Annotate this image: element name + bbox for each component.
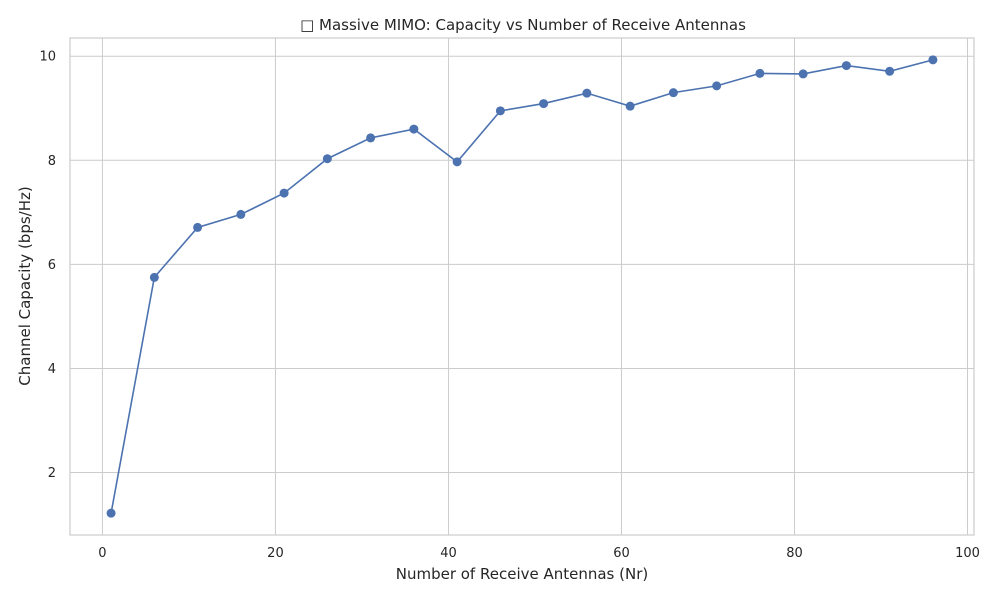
x-axis-label: Number of Receive Antennas (Nr)	[396, 565, 649, 583]
series-line	[110, 59, 934, 514]
data-point	[841, 61, 851, 71]
y-tick-label: 6	[48, 258, 56, 273]
series-layer	[106, 55, 938, 518]
data-point	[409, 124, 419, 134]
data-point	[322, 154, 332, 164]
y-tick-label: 8	[48, 154, 56, 169]
data-point	[193, 222, 203, 232]
y-axis-label: Channel Capacity (bps/Hz)	[16, 186, 34, 385]
chart-title: □ Massive MIMO: Capacity vs Number of Re…	[300, 16, 746, 34]
data-point	[885, 66, 895, 76]
y-tick-label: 2	[48, 466, 56, 481]
x-tick-label: 20	[267, 546, 284, 561]
data-point	[236, 209, 246, 219]
data-point	[712, 81, 722, 91]
y-tick-label: 10	[39, 50, 56, 65]
data-point	[755, 68, 765, 78]
x-tick-label: 100	[955, 546, 980, 561]
data-point	[798, 69, 808, 79]
data-point	[495, 106, 505, 116]
data-point	[539, 99, 549, 109]
x-tick-label: 60	[613, 546, 630, 561]
x-tick-label: 40	[440, 546, 457, 561]
data-point	[106, 508, 116, 518]
data-point	[452, 157, 462, 167]
y-tick-label: 4	[48, 362, 56, 377]
x-tick-label: 80	[786, 546, 803, 561]
plot-frame	[69, 37, 975, 536]
x-tick-label: 0	[98, 546, 106, 561]
data-point	[149, 272, 159, 282]
data-point	[625, 101, 635, 111]
data-point	[279, 188, 289, 198]
tick-labels: 0 20 40 60 80 100 2 4 6 8 10	[39, 50, 979, 561]
data-point	[928, 55, 938, 65]
grid-lines	[70, 38, 974, 535]
data-point	[582, 88, 592, 98]
data-point	[366, 133, 376, 143]
data-point	[668, 88, 678, 98]
